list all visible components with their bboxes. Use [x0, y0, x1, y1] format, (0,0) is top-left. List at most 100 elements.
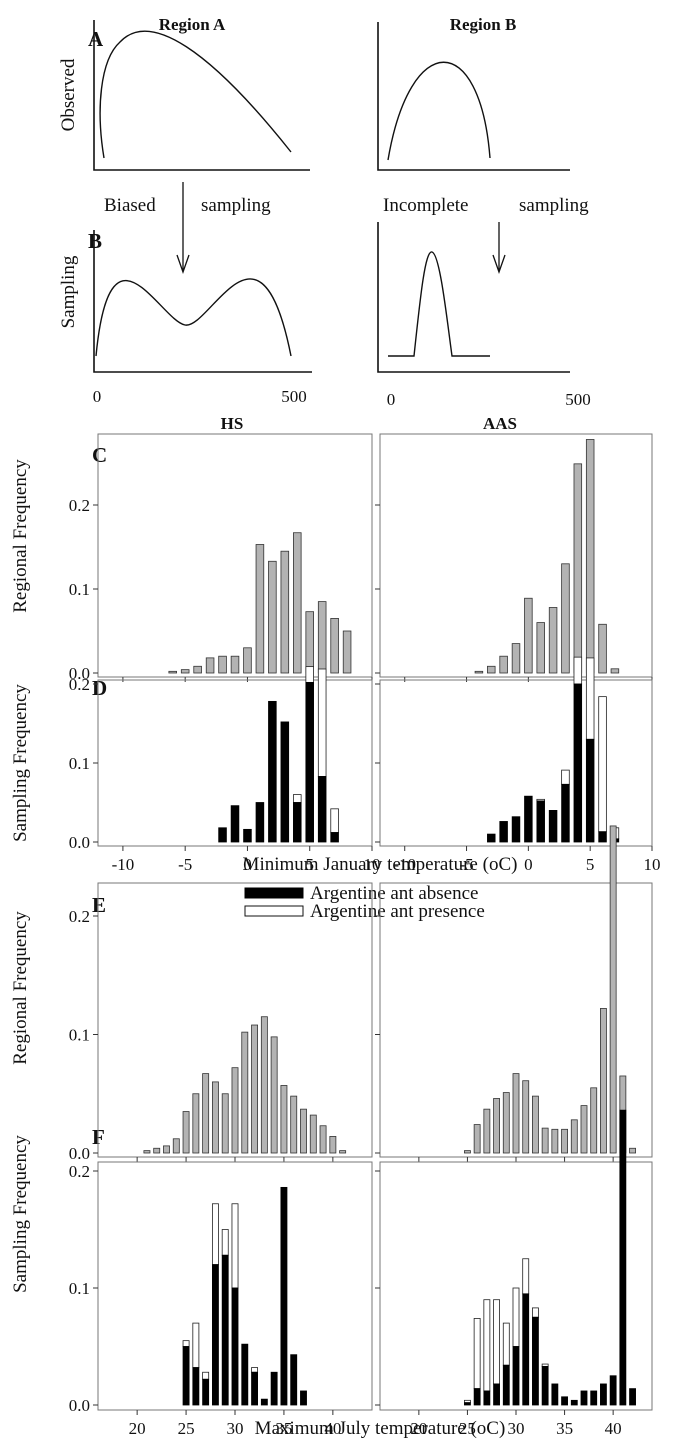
x-tick-label: -5: [178, 855, 192, 874]
histogram-panels: 0.00.10.20.00.10.2-10 -5 0 5 10 -10 -5 0 5 100.00…: [69, 433, 661, 1438]
bar-absence: [524, 795, 533, 843]
tick-label-region-a-0: 0: [93, 387, 102, 406]
bar-absence: [241, 1343, 249, 1406]
bar: [493, 1098, 500, 1154]
bar: [255, 544, 265, 674]
bar: [305, 611, 314, 674]
x-tick-label: 25: [178, 1419, 195, 1438]
y-tick-label: 0.0: [69, 833, 90, 852]
bar-absence: [487, 833, 496, 843]
region-b-title: Region B: [450, 15, 517, 34]
x-tick-label: 10: [644, 855, 661, 874]
y-tick-label: 0.0: [69, 1396, 90, 1415]
x-tick-label: -10: [393, 855, 416, 874]
bar: [512, 1073, 520, 1154]
hs-title: HS: [221, 414, 244, 433]
bar-presence: [192, 1322, 200, 1368]
x-tick-label: 30: [227, 1419, 244, 1438]
bar: [293, 532, 302, 674]
bar: [317, 601, 327, 674]
bar: [580, 1105, 588, 1154]
bar-presence: [211, 1203, 219, 1266]
bar: [570, 1119, 578, 1154]
bar: [153, 1147, 161, 1154]
annotation-incomplete-sampling: sampling: [519, 195, 589, 216]
panel-c-aas: [375, 433, 653, 682]
bar-absence: [598, 831, 607, 843]
bar: [342, 630, 352, 674]
bar-absence: [268, 700, 277, 843]
legend: Argentine ant absence Argentine ant pres…: [244, 883, 485, 922]
bar-absence: [570, 1399, 578, 1406]
x-axis-label-july: Maximum July temperature (oC): [255, 1418, 506, 1439]
x-tick-label: -10: [112, 855, 135, 874]
x-tick-label: 10: [364, 855, 381, 874]
arrow-down-icon: [176, 182, 190, 274]
bar: [536, 622, 545, 674]
bar: [280, 550, 290, 674]
annotation-biased-sampling: sampling: [201, 195, 271, 216]
bar-presence: [317, 668, 327, 777]
y-tick-label: 0.0: [69, 664, 90, 683]
bar: [561, 1128, 568, 1154]
bar: [230, 655, 240, 674]
bar: [522, 1080, 530, 1154]
bar-absence: [629, 1388, 636, 1406]
y-label-regional-c: Regional Frequency: [10, 459, 31, 613]
bar-absence: [483, 1390, 491, 1406]
bar: [541, 1127, 549, 1154]
y-tick-label: 0.2: [69, 496, 90, 515]
bar-presence: [512, 1287, 520, 1347]
legend-label-presence: Argentine ant presence: [310, 901, 485, 922]
bar-absence: [473, 1388, 481, 1406]
bar: [211, 1081, 219, 1154]
x-tick-label: 40: [605, 1419, 622, 1438]
bar: [180, 669, 190, 674]
bar-absence: [330, 832, 339, 843]
bar: [241, 1031, 249, 1154]
bar-absence: [218, 827, 227, 843]
bar: [168, 670, 177, 674]
panel-e-aas: [375, 825, 653, 1162]
bar: [629, 1147, 636, 1154]
bar-absence: [192, 1367, 200, 1406]
bar-absence: [260, 1398, 268, 1406]
bar: [339, 1150, 347, 1154]
y-label-sampling-d: Sampling Frequency: [10, 684, 31, 842]
bar: [251, 1024, 259, 1154]
x-axis-label-january: Minimum January temperature (oC): [243, 854, 518, 875]
tick-label-region-b-500: 500: [565, 390, 591, 409]
bar-presence: [522, 1258, 530, 1295]
bar: [319, 1125, 327, 1154]
panel-c-hs: 0.0 0.1 0.2: [69, 433, 373, 683]
bar-presence: [573, 656, 583, 685]
bar-presence: [585, 657, 595, 740]
observed-curve-region-a: [99, 30, 292, 159]
bar: [600, 1008, 607, 1154]
bar: [260, 1016, 268, 1154]
bar-presence: [532, 1307, 539, 1318]
panel-label-a: A: [88, 27, 104, 51]
panel-frame: [379, 433, 653, 678]
x-tick-label: 5: [586, 855, 595, 874]
bar: [143, 1150, 151, 1154]
axis-region-b-observed: [377, 22, 570, 171]
bar-absence: [230, 805, 240, 843]
bar: [561, 563, 570, 674]
bar-absence: [548, 810, 558, 843]
bar-absence: [251, 1371, 259, 1406]
y-tick-label: 0.1: [69, 754, 90, 773]
bar: [548, 607, 558, 674]
bar-presence: [202, 1371, 210, 1380]
bar-absence: [280, 1186, 288, 1406]
bar: [182, 1111, 190, 1154]
bar: [598, 623, 607, 674]
x-tick-label: -5: [459, 855, 473, 874]
bar: [532, 1095, 539, 1154]
legend-label-absence: Argentine ant absence: [310, 883, 478, 904]
bar-absence: [502, 1364, 510, 1406]
bar: [330, 618, 339, 674]
tick-label-region-a-500: 500: [281, 387, 307, 406]
bar: [163, 1145, 170, 1154]
y-tick-label: 0.2: [69, 1162, 90, 1181]
